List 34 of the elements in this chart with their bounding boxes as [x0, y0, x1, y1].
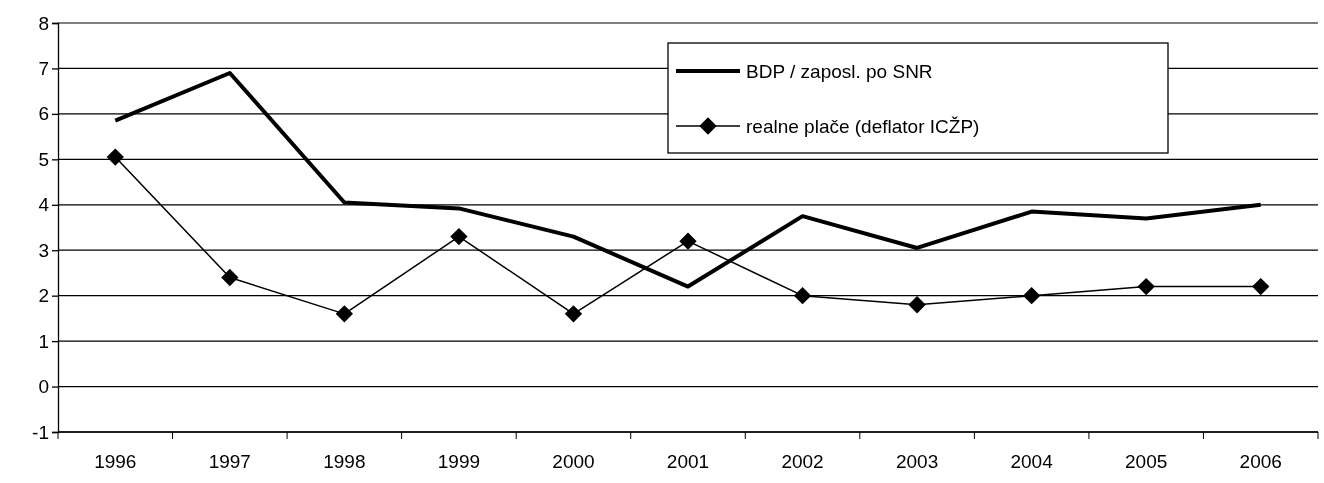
- x-tick-label: 2003: [895, 451, 939, 472]
- point: [564, 305, 583, 323]
- legend-label: realne plače (deflator ICŽP): [746, 116, 980, 137]
- y-tick-label: 2: [38, 285, 49, 307]
- y-tick-label: -1: [32, 421, 49, 443]
- x-tick-label: 2006: [1239, 451, 1282, 472]
- point: [1137, 277, 1155, 296]
- y-tick-label: 1: [38, 330, 49, 352]
- x-tick-label: 1996: [94, 451, 137, 472]
- point: [679, 232, 697, 250]
- point: [1022, 287, 1041, 305]
- y-tick-label: 3: [38, 239, 49, 261]
- y-tick-label: 7: [38, 58, 49, 80]
- x-tick-label: 2004: [1010, 451, 1054, 472]
- point: [793, 287, 812, 305]
- x-tick-label: 1998: [323, 451, 366, 472]
- point: [1252, 277, 1270, 296]
- point: [106, 148, 124, 166]
- x-tick-label: 2002: [781, 451, 824, 472]
- y-tick-label: 4: [38, 194, 50, 216]
- point: [221, 268, 239, 287]
- y-tick-label: 5: [38, 148, 49, 170]
- x-tick-label: 2000: [552, 451, 595, 472]
- x-tick-label: 2005: [1125, 451, 1168, 472]
- x-tick-label: 1997: [208, 451, 251, 472]
- legend-label: BDP / zaposl. po SNR: [746, 61, 933, 82]
- point: [335, 305, 354, 323]
- y-tick-label: 0: [38, 376, 49, 398]
- y-tick-label: 6: [38, 103, 49, 125]
- point: [908, 296, 926, 314]
- point: [450, 227, 468, 246]
- x-tick-label: 1999: [437, 451, 481, 472]
- x-tick-label: 2001: [666, 451, 710, 472]
- y-tick-label: 8: [38, 12, 49, 34]
